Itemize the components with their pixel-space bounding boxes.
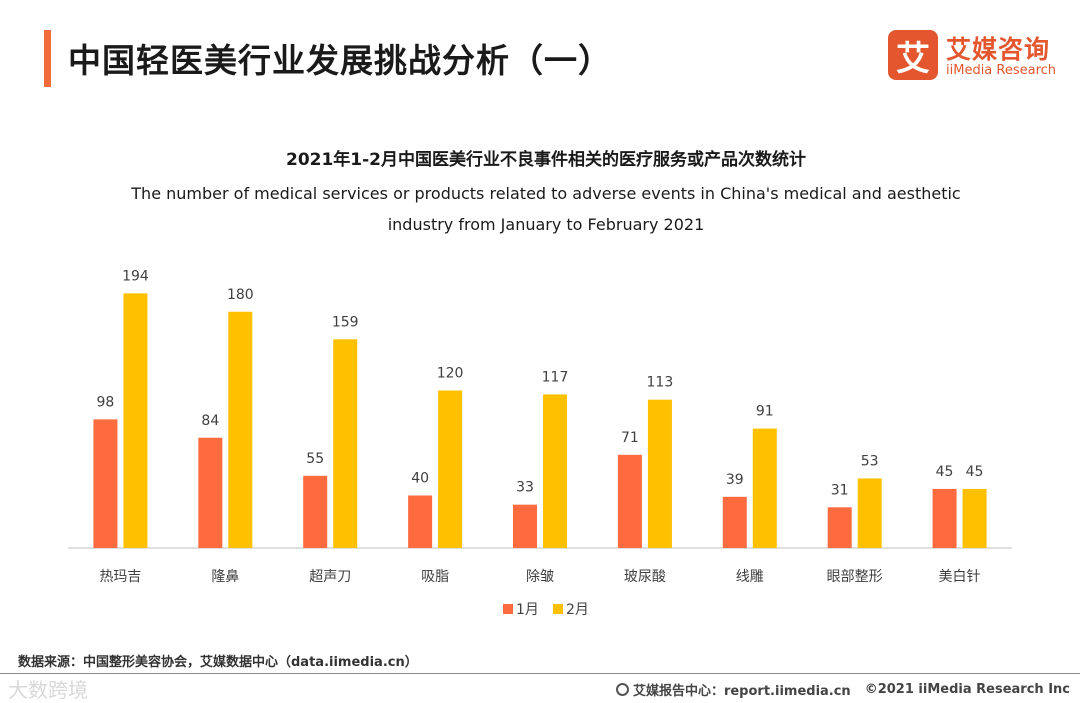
category-label: 热玛吉 xyxy=(99,569,141,585)
bar-2-吸脂 xyxy=(438,390,463,548)
bar-2-线雕 xyxy=(752,428,777,548)
chart-title: 2021年1-2月中国医美行业不良事件相关的医疗服务或产品次数统计 xyxy=(286,149,806,170)
bar-2-眼部整形 xyxy=(857,478,882,548)
bar-1-美白针 xyxy=(932,488,957,548)
bar-chart: 2021年1-2月中国医美行业不良事件相关的医疗服务或产品次数统计 The num… xyxy=(68,149,1012,618)
data-label-1-吸脂: 40 xyxy=(411,471,429,487)
bar-1-隆鼻 xyxy=(198,437,223,548)
category-label: 隆鼻 xyxy=(211,568,239,585)
legend-label-2: 2月 xyxy=(566,602,589,618)
legend-swatch-2 xyxy=(553,604,563,614)
data-label-2-热玛吉: 194 xyxy=(122,268,149,284)
watermark: 大数跨境 xyxy=(8,678,88,702)
logo-en-text: iiMedia Research xyxy=(946,63,1057,78)
footer-divider xyxy=(0,673,1080,674)
bar-2-超声刀 xyxy=(333,339,358,548)
data-source: 数据来源：中国整形美容协会，艾媒数据中心（data.iimedia.cn） xyxy=(18,655,418,670)
data-label-1-热玛吉: 98 xyxy=(97,394,115,410)
data-label-1-美白针: 45 xyxy=(936,464,954,480)
data-label-1-玻尿酸: 71 xyxy=(621,430,639,446)
data-label-2-除皱: 117 xyxy=(542,369,569,385)
data-label-2-玻尿酸: 113 xyxy=(647,375,674,391)
bar-1-除皱 xyxy=(513,504,537,548)
globe-icon xyxy=(615,683,629,696)
data-label-2-超声刀: 159 xyxy=(332,314,359,330)
bar-2-隆鼻 xyxy=(228,311,253,548)
data-label-2-线雕: 91 xyxy=(756,404,774,420)
data-label-2-吸脂: 120 xyxy=(437,366,464,382)
data-label-1-眼部整形: 31 xyxy=(831,482,849,498)
category-label: 线雕 xyxy=(736,569,764,585)
data-label-1-隆鼻: 84 xyxy=(201,413,219,429)
data-label-2-隆鼻: 180 xyxy=(227,287,254,303)
footer-credits: 艾媒报告中心：report.iimedia.cn ©2021 iiMedia R… xyxy=(615,680,1070,699)
legend-swatch-1 xyxy=(503,604,513,614)
category-label: 美白针 xyxy=(939,569,981,585)
logo-mark-icon: 艾 xyxy=(888,30,938,80)
logo-cn-text: 艾媒咨询 xyxy=(946,35,1051,64)
legend-label-1: 1月 xyxy=(516,602,539,618)
page-title: 中国轻医美行业发展挑战分析（一） xyxy=(68,41,612,80)
bar-1-玻尿酸 xyxy=(617,454,642,548)
category-label: 超声刀 xyxy=(309,569,351,585)
bar-1-热玛吉 xyxy=(93,419,118,548)
bar-1-眼部整形 xyxy=(827,507,852,548)
copyright: ©2021 iiMedia Research Inc xyxy=(864,682,1070,697)
category-label: 除皱 xyxy=(526,569,554,585)
bar-1-超声刀 xyxy=(303,475,328,548)
category-label: 眼部整形 xyxy=(827,569,883,585)
category-label: 玻尿酸 xyxy=(624,569,666,585)
bar-2-热玛吉 xyxy=(123,293,148,548)
data-label-2-眼部整形: 53 xyxy=(861,453,879,469)
bar-2-美白针 xyxy=(962,488,987,548)
data-label-1-线雕: 39 xyxy=(726,472,744,488)
chart-subtitle-line-1: The number of medical services or produc… xyxy=(130,184,960,203)
report-center-link[interactable]: 艾媒报告中心：report.iimedia.cn xyxy=(632,684,851,699)
bar-1-线雕 xyxy=(722,496,747,548)
title-accent-bar xyxy=(44,30,51,87)
data-label-1-超声刀: 55 xyxy=(306,451,324,467)
bar-2-玻尿酸 xyxy=(647,399,672,548)
brand-logo: 艾 艾媒咨询 iiMedia Research xyxy=(888,30,1068,82)
data-label-2-美白针: 45 xyxy=(966,464,984,480)
bar-1-吸脂 xyxy=(408,495,433,548)
data-label-1-除皱: 33 xyxy=(516,480,534,496)
chart-subtitle-line-2: industry from January to February 2021 xyxy=(388,215,705,234)
category-label: 吸脂 xyxy=(421,569,449,585)
bar-2-除皱 xyxy=(543,394,567,548)
